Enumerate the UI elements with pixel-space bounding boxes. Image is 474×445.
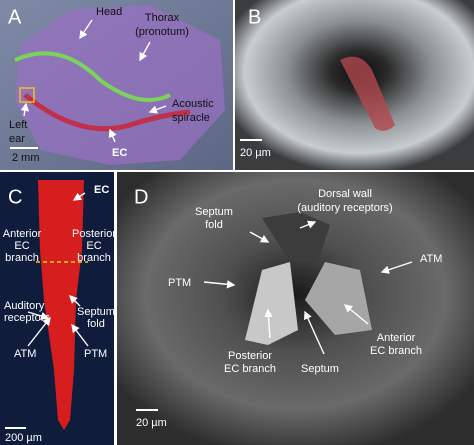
label: ATM xyxy=(420,253,442,265)
label: Septum xyxy=(195,206,233,218)
label: Posterior xyxy=(228,350,272,362)
panel-c: C EC Anterior EC branch Posterior EC bra… xyxy=(0,172,116,445)
label: fold xyxy=(205,219,223,231)
label: EC xyxy=(112,147,127,159)
panel-b: B 20 µm xyxy=(235,0,474,170)
label: branch xyxy=(5,252,39,264)
scale-bar-label: 20 µm xyxy=(136,417,167,429)
label: EC branch xyxy=(370,345,422,357)
label: Dorsal wall xyxy=(318,188,372,200)
label: branch xyxy=(77,252,111,264)
scale-bar-label: 20 µm xyxy=(240,147,271,159)
label: receptors xyxy=(4,312,50,324)
label: ear xyxy=(9,133,25,145)
label: fold xyxy=(87,318,105,330)
label: Anterior xyxy=(377,332,416,344)
label: Anterior xyxy=(3,228,42,240)
label: Acoustic xyxy=(172,98,214,110)
panel-a: A Head Thorax (pronotum) Acoustic spirac… xyxy=(0,0,233,170)
label: ATM xyxy=(14,348,36,360)
label: PTM xyxy=(84,348,107,360)
label: Head xyxy=(96,6,122,18)
scale-bar-label: 200 µm xyxy=(5,432,42,444)
label: Posterior xyxy=(72,228,116,240)
label: spiracle xyxy=(172,112,210,124)
panel-letter: A xyxy=(8,6,22,28)
label: EC xyxy=(14,240,29,252)
label: Thorax xyxy=(145,12,180,24)
panel-letter: C xyxy=(8,186,22,208)
panel-d: D Dorsal wall (auditory receptors) Septu… xyxy=(117,172,474,445)
scale-bar-label: 2 mm xyxy=(12,152,40,164)
label: PTM xyxy=(168,277,191,289)
label: (auditory receptors) xyxy=(297,202,392,214)
label: EC xyxy=(86,240,101,252)
panel-letter: D xyxy=(134,186,148,208)
panel-letter: B xyxy=(248,6,261,28)
label: EC branch xyxy=(224,363,276,375)
label: Septum xyxy=(77,306,115,318)
label: Septum xyxy=(301,363,339,375)
label: (pronotum) xyxy=(135,26,189,38)
label: EC xyxy=(94,184,109,196)
label: Auditory xyxy=(4,300,45,312)
label: Left xyxy=(9,119,27,131)
